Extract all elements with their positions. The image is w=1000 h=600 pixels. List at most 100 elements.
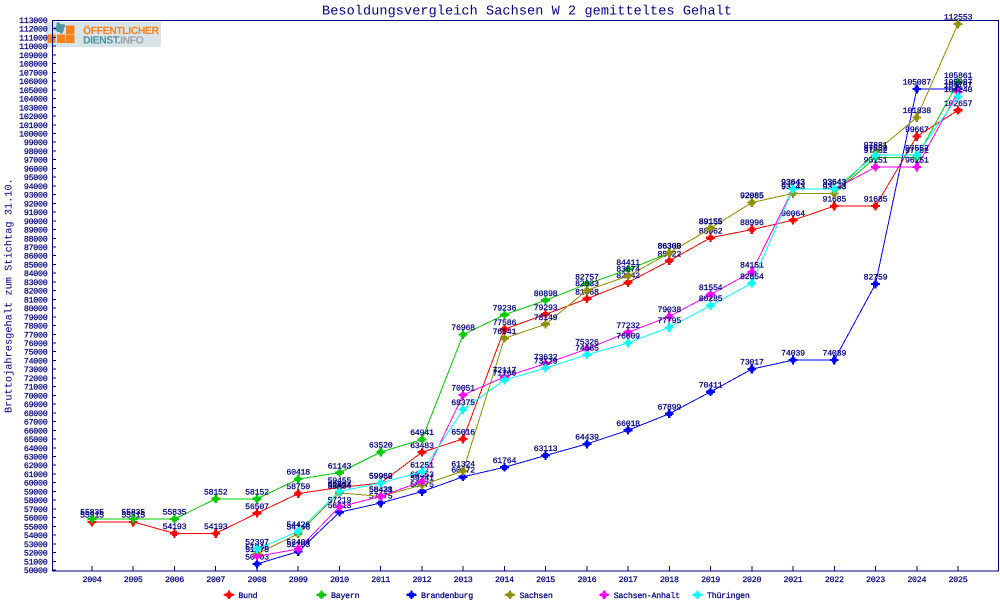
- svg-text:81554: 81554: [699, 284, 723, 293]
- svg-text:52000: 52000: [24, 550, 48, 559]
- svg-text:2017: 2017: [619, 576, 638, 585]
- svg-text:79000: 79000: [24, 314, 48, 323]
- svg-text:74039: 74039: [822, 350, 846, 359]
- svg-text:59962: 59962: [369, 473, 393, 482]
- svg-text:87000: 87000: [24, 244, 48, 253]
- svg-text:89155: 89155: [699, 218, 723, 227]
- svg-text:Bayern: Bayern: [331, 592, 360, 600]
- svg-text:63520: 63520: [369, 442, 393, 451]
- svg-text:72000: 72000: [24, 375, 48, 384]
- svg-text:102657: 102657: [944, 100, 973, 109]
- svg-text:79236: 79236: [493, 304, 517, 313]
- svg-text:88996: 88996: [740, 219, 764, 228]
- svg-text:93643: 93643: [781, 179, 805, 188]
- svg-text:104767: 104767: [944, 82, 973, 91]
- svg-text:113000: 113000: [19, 17, 48, 26]
- svg-text:77586: 77586: [493, 319, 517, 328]
- svg-text:101000: 101000: [19, 122, 48, 131]
- svg-text:74039: 74039: [781, 350, 805, 359]
- svg-text:61324: 61324: [451, 461, 475, 470]
- svg-text:100000: 100000: [19, 131, 48, 140]
- svg-text:57219: 57219: [328, 497, 352, 506]
- svg-text:58152: 58152: [245, 488, 269, 497]
- svg-text:95000: 95000: [24, 174, 48, 183]
- svg-text:97000: 97000: [24, 157, 48, 166]
- svg-text:76541: 76541: [493, 328, 517, 337]
- svg-text:73632: 73632: [534, 353, 558, 362]
- svg-text:112553: 112553: [944, 14, 973, 23]
- svg-text:93000: 93000: [24, 192, 48, 201]
- svg-text:105087: 105087: [903, 79, 932, 88]
- svg-text:Thüringen: Thüringen: [707, 591, 750, 600]
- svg-text:83000: 83000: [24, 279, 48, 288]
- svg-text:92085: 92085: [740, 192, 764, 201]
- svg-text:55835: 55835: [121, 509, 145, 518]
- svg-text:86308: 86308: [657, 243, 681, 252]
- svg-text:64941: 64941: [410, 429, 434, 438]
- svg-text:58750: 58750: [286, 483, 310, 492]
- svg-text:84151: 84151: [740, 262, 764, 271]
- svg-text:92000: 92000: [24, 200, 48, 209]
- svg-text:97552: 97552: [905, 145, 929, 154]
- svg-text:58428: 58428: [369, 486, 393, 495]
- svg-text:107000: 107000: [19, 69, 48, 78]
- svg-text:99000: 99000: [24, 139, 48, 148]
- svg-text:77232: 77232: [616, 322, 640, 331]
- svg-text:84411: 84411: [616, 259, 640, 268]
- svg-text:86308: 86308: [657, 243, 681, 252]
- svg-text:68000: 68000: [24, 410, 48, 419]
- svg-text:58000: 58000: [24, 497, 48, 506]
- svg-text:51000: 51000: [24, 558, 48, 567]
- svg-text:72117: 72117: [493, 367, 517, 376]
- svg-text:56000: 56000: [24, 515, 48, 524]
- svg-text:63483: 63483: [410, 442, 434, 451]
- svg-text:61143: 61143: [328, 462, 352, 471]
- svg-text:86000: 86000: [24, 253, 48, 262]
- svg-text:Brandenburg: Brandenburg: [421, 591, 473, 600]
- svg-text:59000: 59000: [24, 488, 48, 497]
- svg-text:105861: 105861: [944, 72, 973, 81]
- svg-text:59969: 59969: [369, 473, 393, 482]
- svg-text:2007: 2007: [206, 576, 225, 585]
- svg-text:82000: 82000: [24, 288, 48, 297]
- svg-text:61000: 61000: [24, 471, 48, 480]
- svg-text:90064: 90064: [781, 210, 805, 219]
- svg-text:2011: 2011: [371, 576, 390, 585]
- svg-text:2005: 2005: [124, 576, 143, 585]
- svg-text:104240: 104240: [944, 86, 973, 95]
- svg-text:2014: 2014: [495, 576, 514, 585]
- svg-text:2016: 2016: [577, 576, 596, 585]
- svg-text:2018: 2018: [660, 576, 679, 585]
- svg-text:91685: 91685: [822, 196, 846, 205]
- svg-text:102000: 102000: [19, 113, 48, 122]
- svg-text:62000: 62000: [24, 462, 48, 471]
- svg-text:2024: 2024: [907, 576, 926, 585]
- svg-text:DIENST.INFO: DIENST.INFO: [83, 34, 144, 46]
- svg-text:2021: 2021: [784, 576, 803, 585]
- svg-text:55835: 55835: [163, 509, 187, 518]
- svg-text:67000: 67000: [24, 419, 48, 428]
- svg-text:76000: 76000: [24, 340, 48, 349]
- svg-text:57000: 57000: [24, 506, 48, 515]
- svg-text:70051: 70051: [451, 385, 475, 394]
- svg-text:82033: 82033: [575, 280, 599, 289]
- svg-text:99667: 99667: [905, 126, 929, 135]
- svg-text:82757: 82757: [575, 274, 599, 283]
- svg-text:82854: 82854: [740, 273, 764, 282]
- svg-text:77795: 77795: [657, 317, 681, 326]
- svg-text:66018: 66018: [616, 420, 640, 429]
- svg-text:59004: 59004: [328, 481, 352, 490]
- svg-text:92085: 92085: [740, 192, 764, 201]
- svg-text:79038: 79038: [657, 306, 681, 315]
- svg-text:2019: 2019: [701, 576, 720, 585]
- svg-text:85000: 85000: [24, 261, 48, 270]
- svg-text:71766: 71766: [493, 370, 517, 379]
- svg-text:61251: 61251: [410, 461, 434, 470]
- svg-text:89000: 89000: [24, 227, 48, 236]
- svg-text:2009: 2009: [289, 576, 308, 585]
- svg-text:60418: 60418: [286, 469, 310, 478]
- svg-text:2012: 2012: [412, 576, 431, 585]
- svg-text:56507: 56507: [245, 503, 269, 512]
- svg-text:97552: 97552: [864, 145, 888, 154]
- svg-text:55000: 55000: [24, 523, 48, 532]
